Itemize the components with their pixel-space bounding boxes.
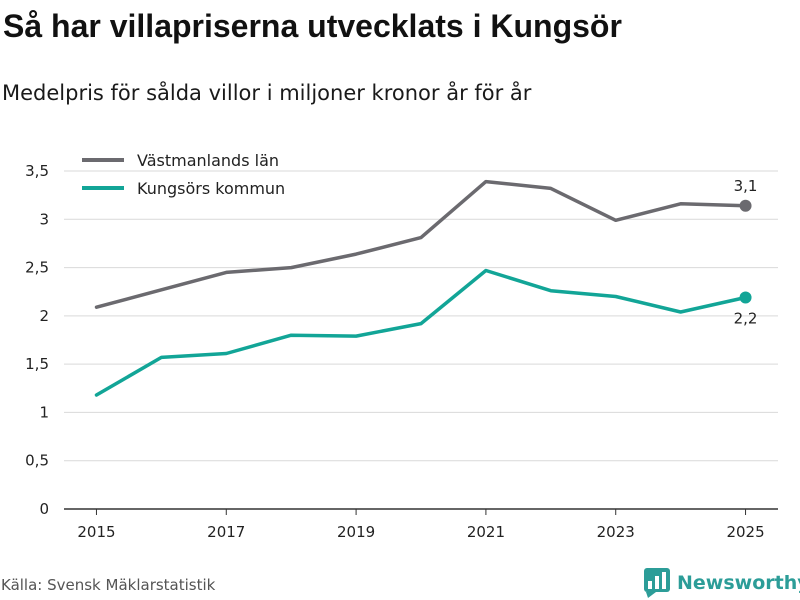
x-tick-label: 2015: [77, 523, 115, 541]
y-tick-label: 0: [39, 500, 49, 518]
series-end-label-1: 2,2: [734, 310, 758, 328]
legend-label-1: Kungsörs kommun: [137, 179, 285, 198]
line-chart: 0 0,5 1 1,5 2 2,5 3 3,5 2015 2017 2019 2021 2023 202…: [25, 151, 778, 541]
series-line-1: [94, 268, 748, 397]
legend: Västmanlands län Kungsörs kommun: [82, 151, 285, 198]
y-tick-label: 3,5: [25, 162, 49, 180]
gridlines: [64, 170, 778, 510]
series-line-0: [94, 179, 748, 309]
x-tick-label: 2021: [467, 523, 505, 541]
y-tick-label: 2: [39, 307, 49, 325]
y-tick-label: 0,5: [25, 452, 49, 470]
brand-logo: Newsworthy: [644, 568, 800, 598]
y-axis: 0 0,5 1 1,5 2 2,5 3 3,5: [25, 162, 49, 518]
source-note: Källa: Svensk Mäklarstatistik: [1, 576, 216, 594]
y-tick-label: 3: [39, 210, 49, 228]
x-tick-label: 2017: [207, 523, 245, 541]
x-tick-label: 2023: [597, 523, 635, 541]
x-tick-label: 2019: [337, 523, 375, 541]
series-end-label-0: 3,1: [734, 177, 758, 195]
newsworthy-logo-icon: [644, 568, 670, 598]
chart-subtitle: Medelpris för sålda villor i miljoner kr…: [2, 81, 532, 105]
series-end-marker-0: [739, 199, 752, 212]
chart-title: Så har villapriserna utvecklats i Kungsö…: [3, 8, 622, 44]
legend-label-0: Västmanlands län: [137, 151, 279, 170]
series-end-marker-1: [739, 291, 752, 304]
x-axis: 2015 2017 2019 2021 2023 2025: [77, 509, 765, 541]
y-tick-label: 1: [39, 403, 49, 421]
brand-name: Newsworthy: [677, 572, 800, 594]
end-labels: 3,1 2,2: [734, 177, 758, 328]
y-tick-label: 1,5: [25, 355, 49, 373]
y-tick-label: 2,5: [25, 259, 49, 277]
series-lines: [94, 179, 752, 397]
x-tick-label: 2025: [726, 523, 764, 541]
